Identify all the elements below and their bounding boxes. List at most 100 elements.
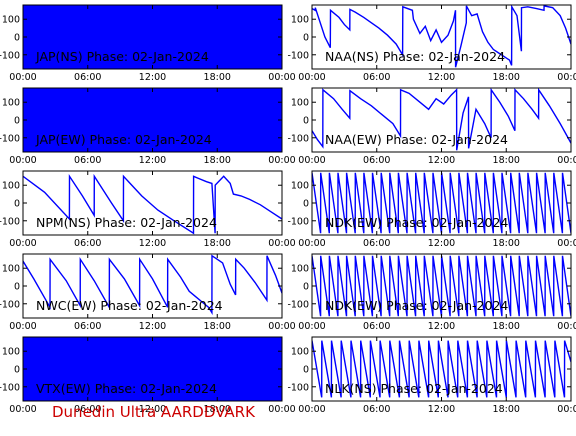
x-tick-label-vtx-ew: 00:00 — [268, 404, 295, 415]
x-tick-label-jap-ns: 00:00 — [268, 72, 295, 83]
y-tick-label-ndk-ew-1: -100 — [287, 216, 309, 227]
x-tick-label-jap-ns: 00:00 — [9, 72, 36, 83]
y-tick-label-naa-ew: 0 — [303, 116, 309, 127]
x-tick-label-jap-ns: 06:00 — [74, 72, 101, 83]
x-tick-label-npm-ns: 06:00 — [74, 238, 101, 249]
y-tick-label-nlk-ns: 100 — [291, 347, 309, 358]
y-tick-label-vtx-ew: 100 — [2, 347, 20, 358]
chart-title-nlk-ns: NLK(NS) Phase: 02-Jan-2024 — [325, 381, 503, 396]
series-line-naa-ew — [312, 88, 571, 151]
x-tick-label-ndk-ew-1: 18:00 — [493, 238, 520, 249]
series-line-naa-ns — [312, 5, 571, 68]
x-tick-label-ndk-ew-2: 18:00 — [493, 321, 520, 332]
y-tick-label-jap-ew: -100 — [0, 133, 20, 144]
x-tick-label-nwc-ew: 18:00 — [204, 321, 231, 332]
series-line-npm-ns — [23, 173, 282, 235]
y-tick-label-ndk-ew-1: 0 — [303, 199, 309, 210]
x-tick-label-ndk-ew-1: 00:00 — [557, 238, 576, 249]
chart-title-jap-ew: JAP(EW) Phase: 02-Jan-2024 — [35, 132, 212, 147]
series-line-nlk-ns — [312, 340, 571, 398]
x-tick-label-nwc-ew: 12:00 — [139, 321, 166, 332]
series-line-ndk-ew-1 — [312, 172, 571, 234]
x-tick-label-vtx-ew: 06:00 — [74, 404, 101, 415]
x-tick-label-nwc-ew: 06:00 — [74, 321, 101, 332]
chart-title-npm-ns: NPM(NS) Phase: 02-Jan-2024 — [36, 215, 217, 230]
chart-ndk-ew-2: 1000-10000:0006:0012:0018:0000:00NDK(EW)… — [287, 253, 576, 332]
y-tick-label-npm-ns: -100 — [0, 216, 20, 227]
x-tick-label-npm-ns: 12:00 — [139, 238, 166, 249]
x-tick-label-naa-ns: 18:00 — [493, 72, 520, 83]
x-tick-label-jap-ew: 18:00 — [204, 155, 231, 166]
x-tick-label-npm-ns: 18:00 — [204, 238, 231, 249]
x-tick-label-nlk-ns: 00:00 — [557, 404, 576, 415]
y-tick-label-naa-ns: 100 — [291, 15, 309, 26]
chart-title-nwc-ew: NWC(EW) Phase: 02-Jan-2024 — [36, 298, 223, 313]
y-tick-label-jap-ew: 100 — [2, 98, 20, 109]
x-tick-label-jap-ew: 00:00 — [9, 155, 36, 166]
x-tick-label-vtx-ew: 12:00 — [139, 404, 166, 415]
x-tick-label-nlk-ns: 12:00 — [428, 404, 455, 415]
x-tick-label-ndk-ew-1: 06:00 — [363, 238, 390, 249]
x-tick-label-naa-ns: 00:00 — [298, 72, 325, 83]
chart-nlk-ns: 1000-10000:0006:0012:0018:0000:00NLK(NS)… — [287, 336, 576, 415]
y-tick-label-vtx-ew: -100 — [0, 382, 20, 393]
x-tick-label-npm-ns: 00:00 — [268, 238, 295, 249]
x-tick-label-naa-ns: 12:00 — [428, 72, 455, 83]
x-tick-label-naa-ns: 06:00 — [363, 72, 390, 83]
y-tick-label-npm-ns: 0 — [14, 199, 20, 210]
y-tick-label-ndk-ew-2: 100 — [291, 264, 309, 275]
x-tick-label-vtx-ew: 00:00 — [9, 404, 36, 415]
x-tick-label-jap-ns: 18:00 — [204, 72, 231, 83]
series-fill-vtx-ew — [23, 337, 282, 401]
x-tick-label-vtx-ew: 18:00 — [204, 404, 231, 415]
x-tick-label-naa-ew: 00:00 — [557, 155, 576, 166]
x-tick-label-naa-ns: 00:00 — [557, 72, 576, 83]
series-fill-jap-ew — [23, 88, 282, 152]
x-tick-label-ndk-ew-2: 12:00 — [428, 321, 455, 332]
chart-naa-ns: 1000-10000:0006:0012:0018:0000:00NAA(NS)… — [287, 4, 576, 83]
y-tick-label-ndk-ew-1: 100 — [291, 181, 309, 192]
y-tick-label-npm-ns: 100 — [2, 181, 20, 192]
chart-title-jap-ns: JAP(NS) Phase: 02-Jan-2024 — [35, 49, 209, 64]
y-tick-label-jap-ns: 0 — [14, 33, 20, 44]
x-tick-label-nlk-ns: 18:00 — [493, 404, 520, 415]
y-tick-label-naa-ns: 0 — [303, 33, 309, 44]
x-tick-label-ndk-ew-1: 12:00 — [428, 238, 455, 249]
y-tick-label-ndk-ew-2: 0 — [303, 282, 309, 293]
x-tick-label-ndk-ew-1: 00:00 — [298, 238, 325, 249]
x-tick-label-ndk-ew-2: 00:00 — [298, 321, 325, 332]
chart-naa-ew: 1000-10000:0006:0012:0018:0000:00NAA(EW)… — [287, 87, 576, 166]
y-tick-label-nwc-ew: 0 — [14, 282, 20, 293]
y-tick-label-naa-ns: -100 — [287, 50, 309, 61]
x-tick-label-jap-ew: 06:00 — [74, 155, 101, 166]
y-tick-label-jap-ns: -100 — [0, 50, 20, 61]
chart-title-naa-ew: NAA(EW) Phase: 02-Jan-2024 — [325, 132, 508, 147]
chart-title-vtx-ew: VTX(EW) Phase: 02-Jan-2024 — [36, 381, 217, 396]
x-tick-label-nlk-ns: 00:00 — [298, 404, 325, 415]
x-tick-label-nlk-ns: 06:00 — [363, 404, 390, 415]
y-tick-label-naa-ew: -100 — [287, 133, 309, 144]
x-tick-label-jap-ew: 00:00 — [268, 155, 295, 166]
series-line-nwc-ew — [23, 254, 282, 316]
series-line-ndk-ew-2 — [312, 255, 571, 317]
x-tick-label-nwc-ew: 00:00 — [9, 321, 36, 332]
y-tick-label-nwc-ew: -100 — [0, 299, 20, 310]
series-fill-jap-ns — [23, 5, 282, 69]
x-tick-label-ndk-ew-2: 06:00 — [363, 321, 390, 332]
x-tick-label-nwc-ew: 00:00 — [268, 321, 295, 332]
x-tick-label-npm-ns: 00:00 — [9, 238, 36, 249]
y-tick-label-nlk-ns: 0 — [303, 365, 309, 376]
x-tick-label-naa-ew: 18:00 — [493, 155, 520, 166]
chart-title-ndk-ew-1: NDK(EW) Phase: 02-Jan-2024 — [325, 215, 508, 230]
chart-title-ndk-ew-2: NDK(EW) Phase: 02-Jan-2024 — [325, 298, 508, 313]
x-tick-label-jap-ew: 12:00 — [139, 155, 166, 166]
chart-jap-ns: 100 0 -100 00:00 06:00 12:00 18:00 00:00 JAP(NS)… — [0, 4, 296, 83]
x-tick-label-ndk-ew-2: 00:00 — [557, 321, 576, 332]
y-tick-label-nlk-ns: -100 — [287, 382, 309, 393]
chart-jap-ew: 100 0 -100 00:00 06:00 12:00 18:00 00:00 JAP(EW)… — [0, 87, 296, 166]
y-tick-label-ndk-ew-2: -100 — [287, 299, 309, 310]
